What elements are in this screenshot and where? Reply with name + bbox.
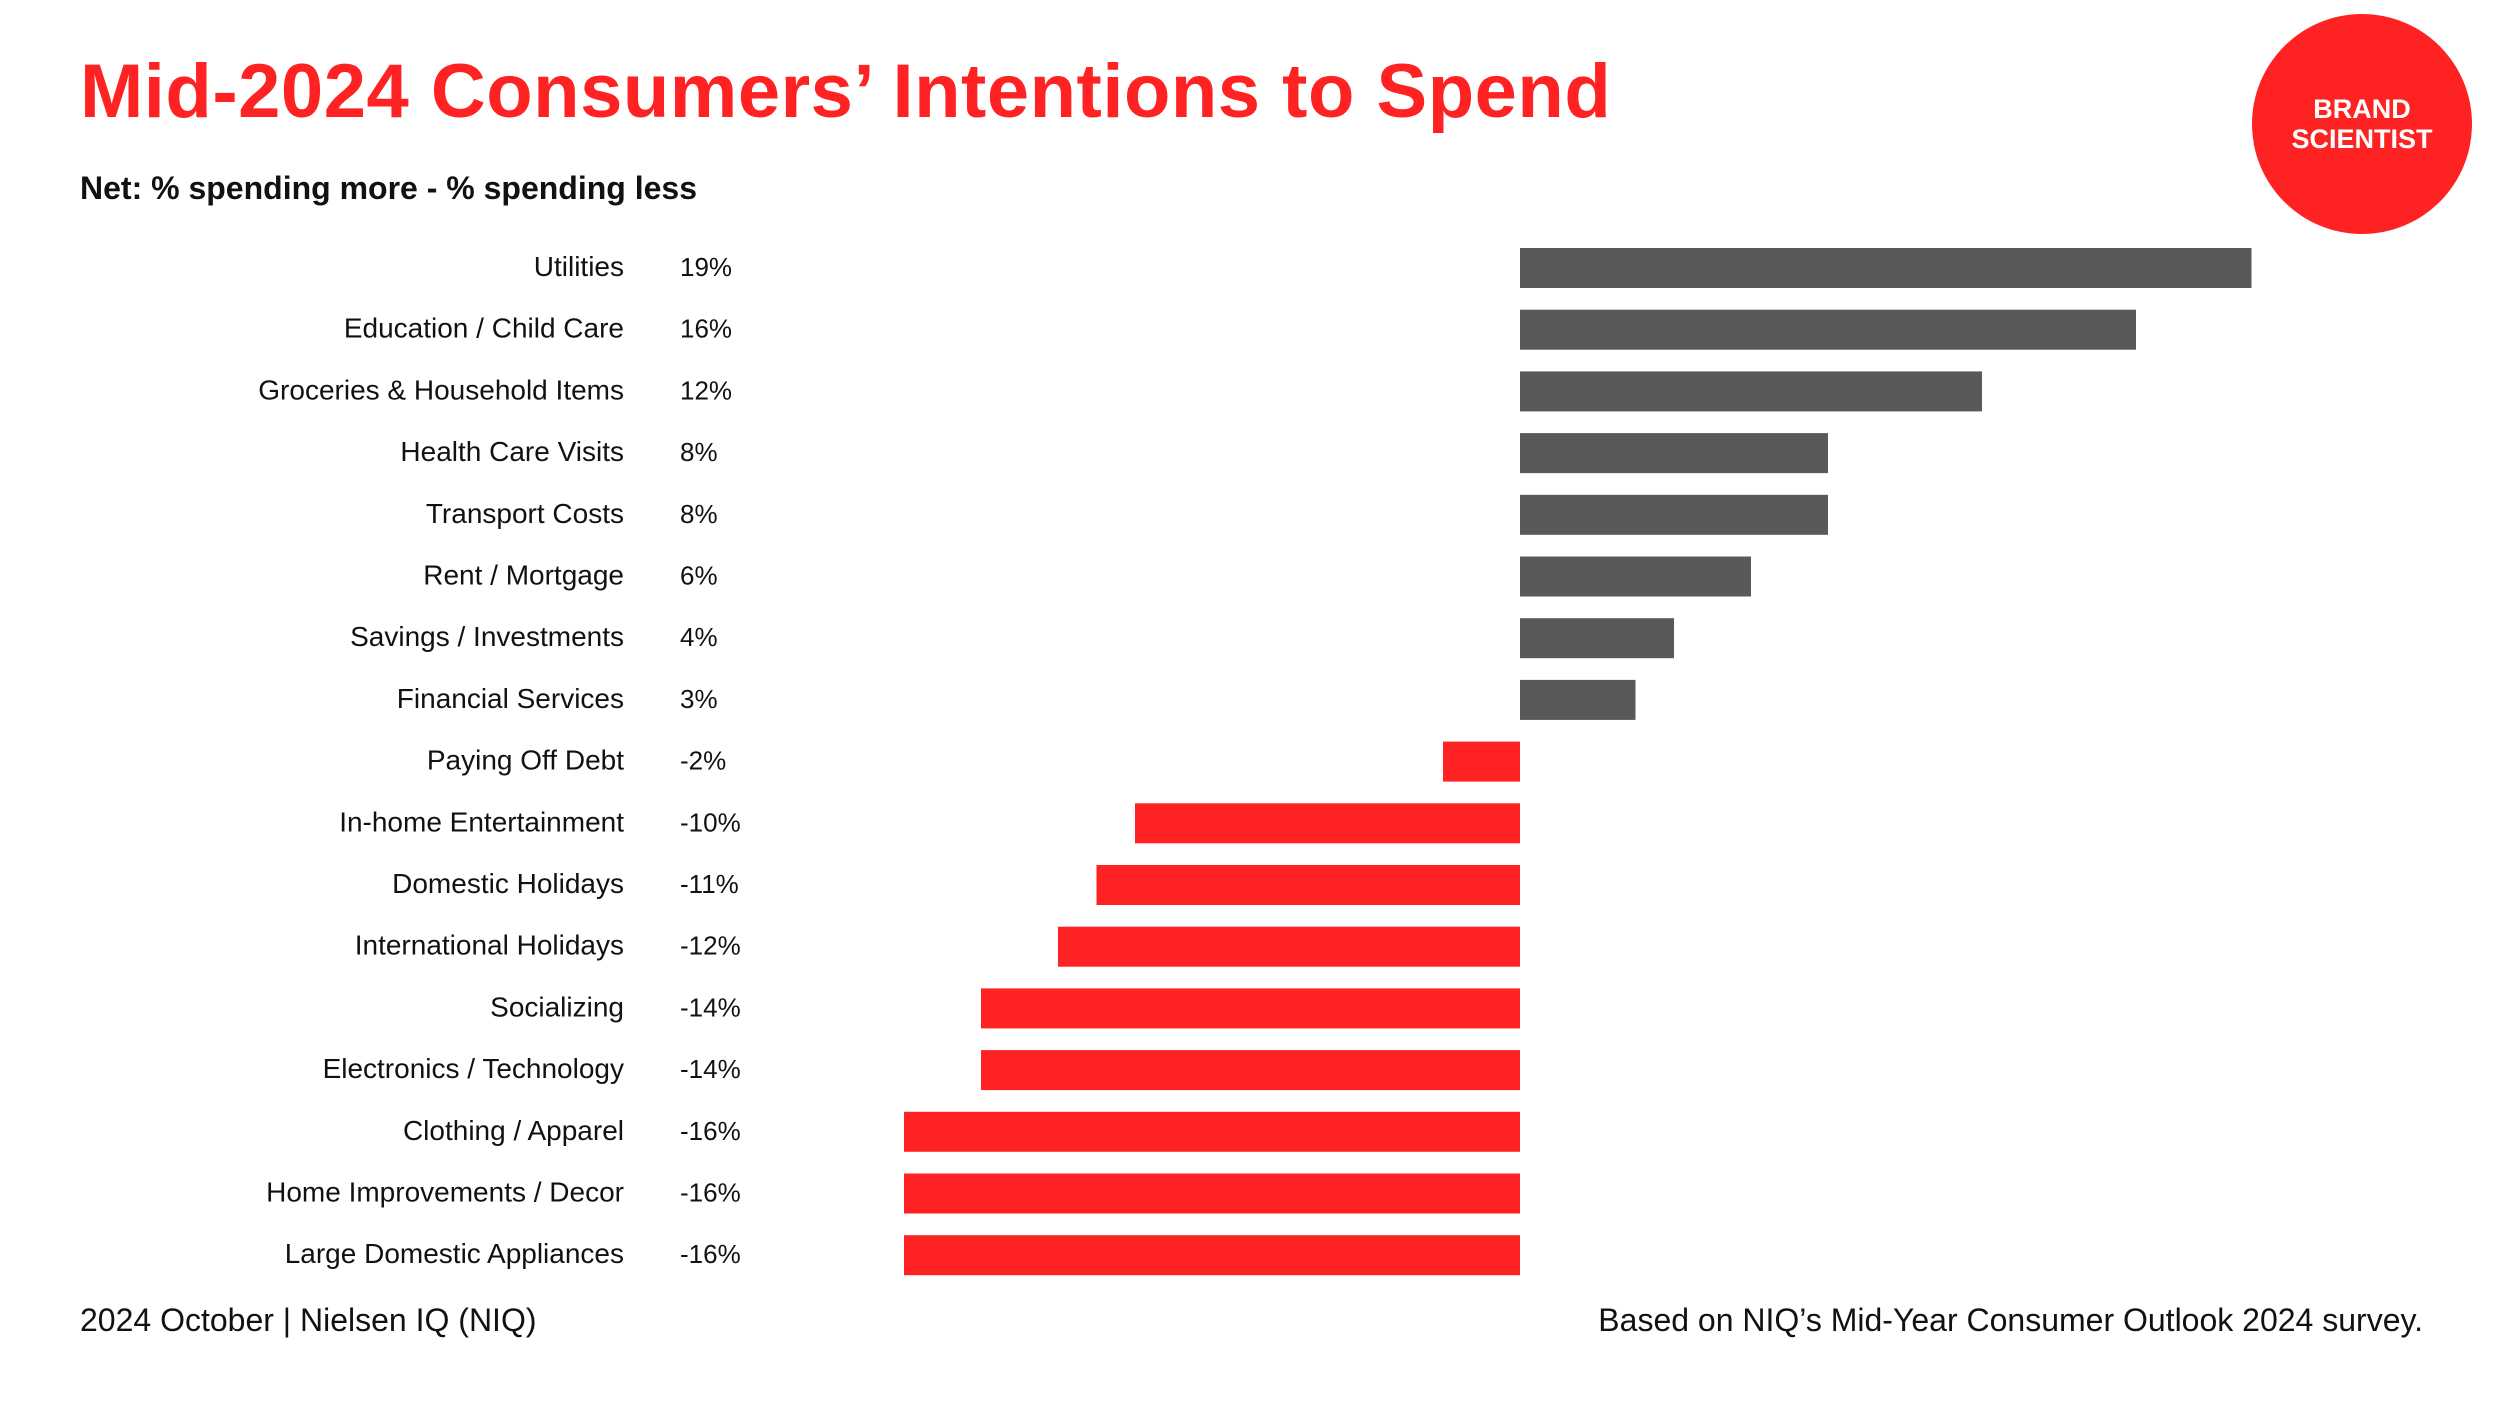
bar-rent-mortgage [1520, 556, 1751, 597]
footer-source: 2024 October | Nielsen IQ (NIQ) [80, 1302, 537, 1338]
bar-home-improvements-decor [904, 1173, 1520, 1214]
category-label-clothing-apparel: Clothing / Apparel [403, 1115, 624, 1146]
bar-financial-services [1520, 679, 1636, 720]
value-label-clothing-apparel: -16% [680, 1116, 741, 1146]
value-label-domestic-holidays: -11% [680, 869, 739, 899]
bar-paying-off-debt [1443, 741, 1520, 782]
category-label-socializing: Socializing [490, 991, 624, 1022]
bar-large-domestic-appliances [904, 1235, 1520, 1276]
value-label-in-home-entertainment: -10% [680, 807, 741, 837]
bar-international-holidays [1058, 926, 1520, 967]
value-label-large-domestic-appliances: -16% [680, 1239, 741, 1269]
category-label-large-domestic-appliances: Large Domestic Appliances [285, 1238, 624, 1269]
category-label-transport-costs: Transport Costs [426, 498, 624, 529]
category-label-rent-mortgage: Rent / Mortgage [423, 560, 624, 591]
value-label-utilities: 19% [680, 252, 732, 282]
bar-transport-costs [1520, 494, 1828, 535]
category-label-health-care-visits: Health Care Visits [400, 436, 624, 467]
value-label-financial-services: 3% [680, 684, 718, 714]
value-label-transport-costs: 8% [680, 499, 718, 529]
value-label-education-child-care: 16% [680, 314, 732, 344]
category-label-financial-services: Financial Services [397, 683, 624, 714]
bar-socializing [981, 988, 1520, 1029]
value-label-rent-mortgage: 6% [680, 561, 718, 591]
chart-subtitle: Net: % spending more - % spending less [80, 170, 697, 206]
category-label-international-holidays: International Holidays [355, 930, 624, 961]
chart-title: Mid-2024 Consumers’ Intentions to Spend [80, 49, 1612, 134]
category-label-groceries-household-items: Groceries & Household Items [258, 374, 624, 405]
value-label-socializing: -14% [680, 992, 741, 1022]
bar-health-care-visits [1520, 433, 1828, 474]
bar-education-child-care [1520, 309, 2136, 350]
value-label-home-improvements-decor: -16% [680, 1178, 741, 1208]
category-label-savings-investments: Savings / Investments [350, 621, 624, 652]
brand-scientist-logo: BRAND SCIENTIST [2252, 14, 2472, 234]
value-label-paying-off-debt: -2% [680, 746, 726, 776]
bar-savings-investments [1520, 618, 1674, 659]
bar-clothing-apparel [904, 1111, 1520, 1152]
category-label-electronics-technology: Electronics / Technology [323, 1053, 624, 1084]
logo-line-1: BRAND [2313, 94, 2411, 124]
bar-utilities [1520, 248, 2252, 288]
category-label-utilities: Utilities [534, 251, 624, 282]
value-label-international-holidays: -12% [680, 931, 741, 961]
bar-electronics-technology [981, 1050, 1520, 1091]
category-label-in-home-entertainment: In-home Entertainment [339, 806, 624, 837]
footer-note: Based on NIQ’s Mid-Year Consumer Outlook… [1598, 1302, 2423, 1338]
category-label-paying-off-debt: Paying Off Debt [427, 745, 624, 776]
category-label-education-child-care: Education / Child Care [344, 313, 624, 344]
value-label-savings-investments: 4% [680, 622, 718, 652]
value-label-health-care-visits: 8% [680, 437, 718, 467]
bar-in-home-entertainment [1135, 803, 1520, 844]
bar-groceries-household-items [1520, 371, 1982, 412]
value-label-groceries-household-items: 12% [680, 375, 732, 405]
category-label-domestic-holidays: Domestic Holidays [392, 868, 624, 899]
category-label-home-improvements-decor: Home Improvements / Decor [266, 1177, 624, 1208]
value-label-electronics-technology: -14% [680, 1054, 741, 1084]
logo-line-2: SCIENTIST [2291, 124, 2433, 154]
bar-domestic-holidays [1096, 865, 1520, 905]
